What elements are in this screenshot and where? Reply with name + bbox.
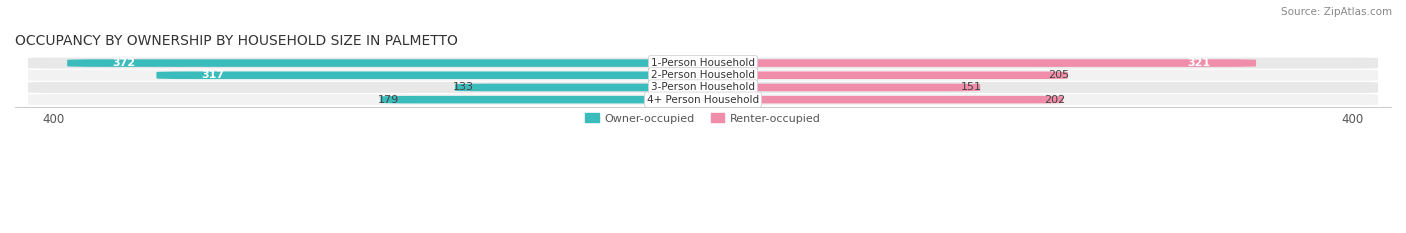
FancyBboxPatch shape	[671, 84, 980, 91]
Text: 1-Person Household: 1-Person Household	[651, 58, 755, 68]
FancyBboxPatch shape	[671, 72, 1067, 79]
Text: 321: 321	[1188, 58, 1211, 68]
FancyBboxPatch shape	[456, 84, 735, 91]
FancyBboxPatch shape	[67, 59, 735, 67]
FancyBboxPatch shape	[156, 72, 735, 79]
Text: 3-Person Household: 3-Person Household	[651, 82, 755, 93]
FancyBboxPatch shape	[28, 82, 1378, 93]
Text: 205: 205	[1049, 70, 1070, 80]
Text: 372: 372	[112, 58, 135, 68]
Text: 317: 317	[201, 70, 225, 80]
Text: Source: ZipAtlas.com: Source: ZipAtlas.com	[1281, 7, 1392, 17]
Text: 133: 133	[453, 82, 474, 93]
FancyBboxPatch shape	[671, 96, 1063, 103]
FancyBboxPatch shape	[381, 96, 735, 103]
FancyBboxPatch shape	[28, 58, 1378, 69]
FancyBboxPatch shape	[28, 94, 1378, 105]
Text: 179: 179	[378, 95, 399, 105]
Text: 151: 151	[960, 82, 981, 93]
Text: 4+ Person Household: 4+ Person Household	[647, 95, 759, 105]
Legend: Owner-occupied, Renter-occupied: Owner-occupied, Renter-occupied	[581, 109, 825, 128]
FancyBboxPatch shape	[28, 70, 1378, 81]
Text: 202: 202	[1043, 95, 1064, 105]
Text: 2-Person Household: 2-Person Household	[651, 70, 755, 80]
FancyBboxPatch shape	[671, 59, 1256, 67]
Text: OCCUPANCY BY OWNERSHIP BY HOUSEHOLD SIZE IN PALMETTO: OCCUPANCY BY OWNERSHIP BY HOUSEHOLD SIZE…	[15, 34, 458, 48]
